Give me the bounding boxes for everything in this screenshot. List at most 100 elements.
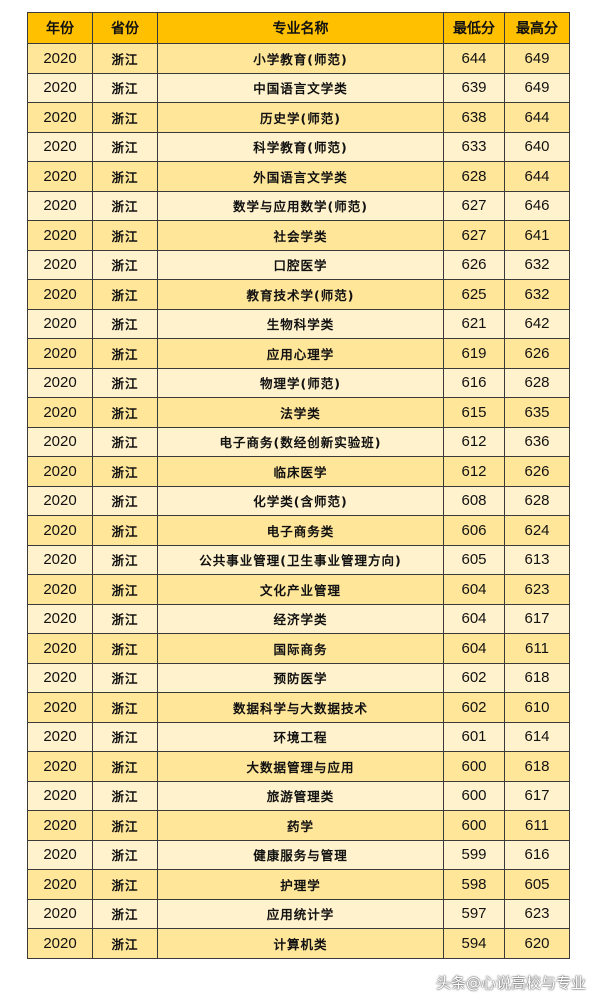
year-cell: 2020 (27, 898, 93, 929)
year-cell: 2020 (27, 515, 93, 546)
table-row: 2020 浙江 社会学类 627 641 (27, 220, 570, 251)
table-row: 2020 浙江 护理学 598 605 (27, 869, 570, 900)
table-row: 2020 浙江 环境工程 601 614 (27, 721, 570, 752)
max-score-cell: 623 (504, 574, 570, 605)
year-cell: 2020 (27, 279, 93, 310)
major-cell: 小学教育(师范) (157, 43, 444, 74)
max-score-cell: 632 (504, 279, 570, 310)
major-cell: 文化产业管理 (157, 574, 444, 605)
max-score-cell: 628 (504, 367, 570, 398)
year-cell: 2020 (27, 308, 93, 339)
table-row: 2020 浙江 外国语言文学类 628 644 (27, 161, 570, 192)
header-province: 省份 (92, 12, 158, 44)
province-cell: 浙江 (92, 839, 158, 870)
min-score-cell: 644 (443, 43, 505, 74)
major-cell: 物理学(师范) (157, 367, 444, 398)
header-min-score: 最低分 (443, 12, 505, 44)
year-cell: 2020 (27, 397, 93, 428)
province-cell: 浙江 (92, 397, 158, 428)
header-row: 年份 省份 专业名称 最低分 最高分 (27, 12, 570, 44)
province-cell: 浙江 (92, 751, 158, 782)
max-score-cell: 617 (504, 603, 570, 634)
province-cell: 浙江 (92, 662, 158, 693)
province-cell: 浙江 (92, 367, 158, 398)
table-row: 2020 浙江 中国语言文学类 639 649 (27, 72, 570, 103)
table-row: 2020 浙江 文化产业管理 604 623 (27, 574, 570, 605)
province-cell: 浙江 (92, 131, 158, 162)
year-cell: 2020 (27, 220, 93, 251)
year-cell: 2020 (27, 249, 93, 280)
year-cell: 2020 (27, 426, 93, 457)
major-cell: 化学类(含师范) (157, 485, 444, 516)
max-score-cell: 642 (504, 308, 570, 339)
table-row: 2020 浙江 临床医学 612 626 (27, 456, 570, 487)
min-score-cell: 600 (443, 751, 505, 782)
year-cell: 2020 (27, 574, 93, 605)
year-cell: 2020 (27, 633, 93, 664)
major-cell: 应用心理学 (157, 338, 444, 369)
province-cell: 浙江 (92, 898, 158, 929)
province-cell: 浙江 (92, 574, 158, 605)
province-cell: 浙江 (92, 603, 158, 634)
year-cell: 2020 (27, 810, 93, 841)
min-score-cell: 627 (443, 220, 505, 251)
major-cell: 电子商务类 (157, 515, 444, 546)
max-score-cell: 614 (504, 721, 570, 752)
major-cell: 健康服务与管理 (157, 839, 444, 870)
max-score-cell: 616 (504, 839, 570, 870)
province-cell: 浙江 (92, 279, 158, 310)
max-score-cell: 624 (504, 515, 570, 546)
min-score-cell: 616 (443, 367, 505, 398)
max-score-cell: 649 (504, 72, 570, 103)
max-score-cell: 649 (504, 43, 570, 74)
min-score-cell: 599 (443, 839, 505, 870)
max-score-cell: 617 (504, 780, 570, 811)
major-cell: 大数据管理与应用 (157, 751, 444, 782)
year-cell: 2020 (27, 869, 93, 900)
max-score-cell: 646 (504, 190, 570, 221)
major-cell: 数学与应用数学(师范) (157, 190, 444, 221)
min-score-cell: 633 (443, 131, 505, 162)
min-score-cell: 621 (443, 308, 505, 339)
major-cell: 外国语言文学类 (157, 161, 444, 192)
year-cell: 2020 (27, 662, 93, 693)
table-row: 2020 浙江 口腔医学 626 632 (27, 249, 570, 280)
province-cell: 浙江 (92, 869, 158, 900)
province-cell: 浙江 (92, 692, 158, 723)
year-cell: 2020 (27, 43, 93, 74)
min-score-cell: 604 (443, 574, 505, 605)
watermark: 头条@心说高校与专业 (435, 974, 586, 992)
min-score-cell: 602 (443, 692, 505, 723)
province-cell: 浙江 (92, 426, 158, 457)
table-row: 2020 浙江 小学教育(师范) 644 649 (27, 43, 570, 74)
max-score-cell: 618 (504, 662, 570, 693)
table-row: 2020 浙江 经济学类 604 617 (27, 603, 570, 634)
major-cell: 国际商务 (157, 633, 444, 664)
year-cell: 2020 (27, 603, 93, 634)
header-max-score: 最高分 (504, 12, 570, 44)
table-row: 2020 浙江 科学教育(师范) 633 640 (27, 131, 570, 162)
max-score-cell: 623 (504, 898, 570, 929)
table-row: 2020 浙江 数学与应用数学(师范) 627 646 (27, 190, 570, 221)
min-score-cell: 626 (443, 249, 505, 280)
major-cell: 药学 (157, 810, 444, 841)
province-cell: 浙江 (92, 485, 158, 516)
max-score-cell: 644 (504, 161, 570, 192)
min-score-cell: 612 (443, 456, 505, 487)
table-row: 2020 浙江 数据科学与大数据技术 602 610 (27, 692, 570, 723)
min-score-cell: 627 (443, 190, 505, 221)
province-cell: 浙江 (92, 102, 158, 133)
province-cell: 浙江 (92, 928, 158, 959)
min-score-cell: 594 (443, 928, 505, 959)
province-cell: 浙江 (92, 456, 158, 487)
max-score-cell: 641 (504, 220, 570, 251)
min-score-cell: 628 (443, 161, 505, 192)
min-score-cell: 601 (443, 721, 505, 752)
year-cell: 2020 (27, 190, 93, 221)
major-cell: 生物科学类 (157, 308, 444, 339)
major-cell: 应用统计学 (157, 898, 444, 929)
table-row: 2020 浙江 教育技术学(师范) 625 632 (27, 279, 570, 310)
province-cell: 浙江 (92, 190, 158, 221)
max-score-cell: 628 (504, 485, 570, 516)
province-cell: 浙江 (92, 72, 158, 103)
